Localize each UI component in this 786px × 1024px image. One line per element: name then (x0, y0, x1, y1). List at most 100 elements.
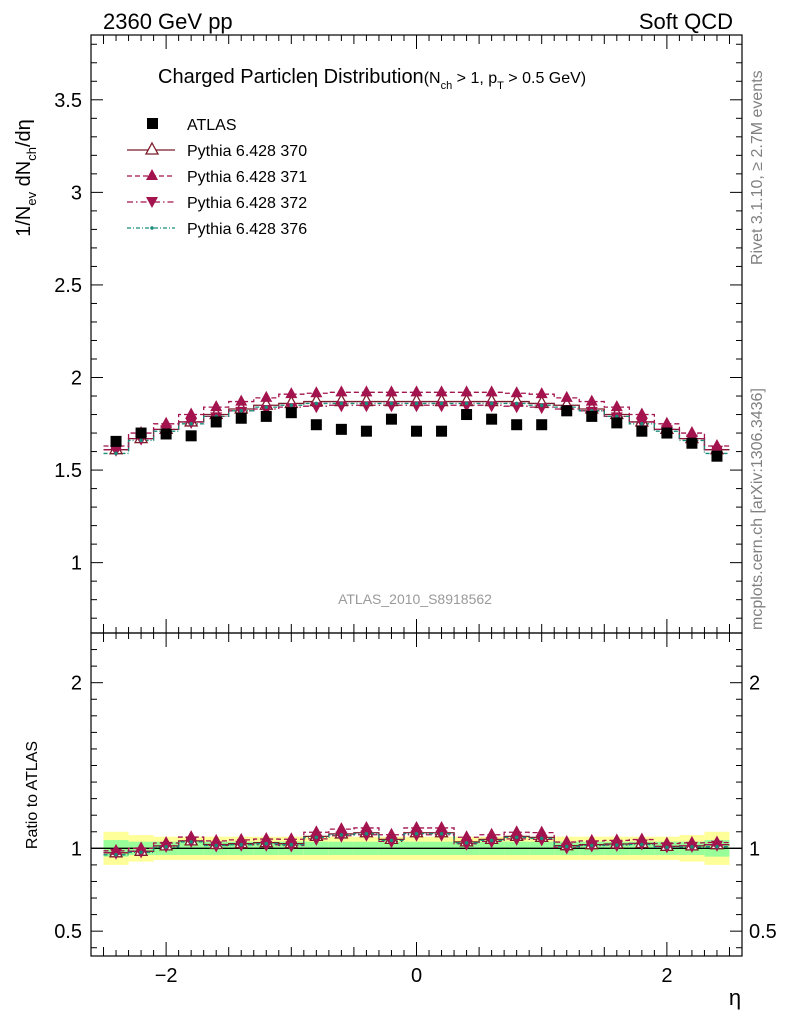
main-series-marker (460, 401, 473, 413)
ratio-series-marker (514, 835, 519, 840)
ratio-series-marker (339, 833, 344, 837)
main-series-marker (464, 401, 469, 406)
atlas-data-point (310, 419, 322, 431)
atlas-data-point (461, 409, 473, 421)
ratio-series-marker (335, 831, 348, 843)
main-series-marker (485, 385, 498, 397)
ratio-series-marker (560, 843, 573, 855)
main-series-marker (314, 401, 319, 406)
ratio-series-marker (410, 830, 423, 842)
main-series-marker (439, 401, 444, 406)
legend-label-py370: Pythia 6.428 370 (187, 143, 307, 160)
analysis-watermark: ATLAS_2010_S8918562 (338, 591, 492, 607)
main-series-marker (264, 405, 269, 409)
ylabel-c: /dη (13, 119, 35, 147)
atlas-data-point (436, 425, 448, 437)
ratio-series-marker (364, 831, 369, 836)
atlas-data-point (135, 427, 147, 439)
x-tick-label: 0 (411, 965, 422, 987)
main-series-marker (635, 407, 648, 419)
ratio-series-marker (310, 825, 323, 837)
main-axes: 1 1.5 2 2.5 3 3.5 (54, 35, 743, 633)
ratio-series-marker (260, 840, 273, 852)
ratio-y-tick-label: 0.5 (54, 921, 82, 943)
main-series-marker (640, 421, 644, 426)
main-y-tick-label: 2 (71, 368, 82, 390)
ratio-series-marker (589, 843, 594, 848)
main-series-marker (364, 401, 369, 406)
ratio-series-marker (539, 836, 544, 841)
ratio-series-marker (510, 834, 523, 846)
x-axis-label: η (729, 985, 741, 1010)
ratio-series-marker (214, 843, 218, 848)
ratio-series-marker (414, 831, 419, 836)
chart-title-cut-b: > 1, p (452, 70, 497, 87)
ratio-series-marker (715, 844, 719, 849)
mcplots-label: mcplots.cern.ch [arXiv:1306.3436] (749, 388, 766, 630)
ratio-series-marker (385, 827, 398, 839)
legend-label-py372: Pythia 6.428 372 (187, 195, 307, 212)
chart-title: Charged Particleη Distribution(Nch > 1, … (158, 66, 586, 92)
ratio-series-marker (285, 832, 298, 844)
ratio-series-marker (435, 820, 448, 832)
atlas-data-point (661, 427, 673, 439)
main-series-marker (310, 386, 323, 398)
ratio-series-marker (560, 835, 573, 847)
main-series-marker (685, 426, 698, 438)
legend-marker-py376 (150, 226, 154, 230)
main-series-marker (539, 403, 544, 408)
main-y-tick-label: 2.5 (54, 275, 82, 297)
header-left-label: 2360 GeV pp (103, 9, 233, 34)
ratio-series-marker (564, 844, 569, 849)
main-series-line (103, 404, 730, 451)
chart-title-main: Charged Particleη Distribution (158, 66, 424, 88)
ratio-series-marker (640, 842, 644, 847)
ratio-series-marker (239, 842, 244, 847)
ratio-series-marker (335, 822, 348, 834)
ratio-y-tick-label-right: 2 (749, 673, 760, 695)
ratio-series-marker (439, 831, 444, 836)
main-series-marker (510, 386, 523, 398)
main-series-marker (139, 438, 143, 443)
ratio-y-tick-label-right: 0.5 (749, 921, 777, 943)
main-series-marker (160, 416, 173, 428)
main-y-tick-label: 3.5 (54, 90, 82, 112)
atlas-data-point (636, 425, 648, 437)
main-series-marker (335, 401, 348, 413)
main-series-marker (235, 394, 248, 406)
chart-title-cut-b-sub: T (497, 80, 504, 92)
legend-marker-py371 (146, 169, 158, 180)
ratio-series-line (103, 827, 730, 852)
main-series-marker (560, 390, 573, 402)
main-series-marker (189, 421, 193, 426)
ylabel-b: dN (13, 161, 35, 192)
legend-label-atlas: ATLAS (187, 117, 237, 134)
atlas-data-point (411, 425, 422, 437)
ratio-series-marker (389, 838, 394, 843)
ratio-series-marker (485, 837, 498, 849)
ratio-series-line (103, 833, 730, 856)
atlas-data-point (536, 419, 548, 431)
main-series-marker (260, 404, 273, 416)
legend-marker-atlas (147, 118, 158, 129)
main-series-marker (335, 385, 348, 397)
ratio-series-marker (285, 841, 298, 853)
ratio-series-marker (615, 843, 619, 847)
ratio-series-marker (360, 820, 373, 832)
ratio-series-marker (510, 825, 523, 837)
main-series-marker (360, 385, 373, 397)
main-series-marker (210, 400, 223, 412)
ratio-series-marker (264, 841, 269, 846)
main-y-tick-label: 1 (71, 553, 82, 575)
ratio-series-marker (535, 835, 548, 847)
legend-marker-py372 (146, 197, 158, 208)
main-series-marker (385, 401, 398, 413)
main-series-marker (460, 385, 473, 397)
main-y-tick-label: 1.5 (54, 460, 82, 482)
ylabel-b-sub: ch (24, 147, 39, 161)
atlas-data-point (586, 410, 598, 422)
atlas-data-point (285, 407, 297, 419)
main-series-marker (185, 407, 198, 419)
ratio-series-marker (385, 837, 398, 849)
rivet-version-label: Rivet 3.1.10, ≥ 2.7M events (749, 70, 766, 265)
